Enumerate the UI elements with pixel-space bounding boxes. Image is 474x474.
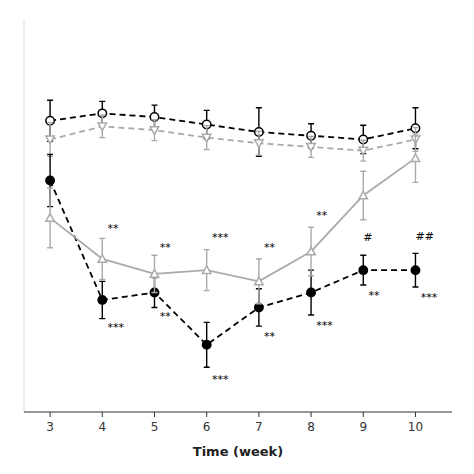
- x-tick: [206, 412, 207, 417]
- x-tick: [311, 412, 312, 417]
- annotation: ***: [421, 291, 438, 304]
- marker: [307, 144, 315, 152]
- x-tick-label: 6: [203, 420, 211, 434]
- x-tick-label: 10: [408, 420, 423, 434]
- x-tick-label: 7: [255, 420, 263, 434]
- marker: [202, 341, 210, 349]
- annotation: **: [160, 241, 172, 254]
- series-line: [50, 181, 415, 345]
- x-tick: [258, 412, 259, 417]
- marker: [359, 191, 367, 199]
- marker: [46, 176, 54, 184]
- marker: [202, 266, 210, 274]
- annotation: **: [108, 222, 120, 235]
- marker: [46, 214, 54, 222]
- series: [46, 154, 420, 367]
- marker: [46, 136, 54, 144]
- plot-area: [46, 100, 420, 367]
- marker: [255, 140, 263, 148]
- x-tick: [50, 412, 51, 417]
- y-range-line: [24, 20, 25, 412]
- series: [46, 115, 420, 161]
- annotation: ##: [415, 230, 433, 243]
- x-tick: [363, 412, 364, 417]
- annotation: **: [264, 241, 276, 254]
- annotation: **: [160, 310, 172, 323]
- x-tick: [154, 412, 155, 417]
- marker: [359, 266, 367, 274]
- x-axis: 3 4 5 6 7 8 9 10: [46, 412, 423, 434]
- marker: [359, 147, 367, 155]
- series: [46, 134, 420, 304]
- marker: [255, 277, 263, 285]
- annotations: ************************#**##***: [108, 209, 438, 386]
- x-axis-label: Time (week): [193, 444, 283, 459]
- series-line: [50, 158, 415, 281]
- marker: [150, 270, 158, 278]
- marker: [98, 255, 106, 263]
- marker: [307, 288, 315, 296]
- annotation: #: [363, 231, 372, 244]
- marker: [411, 266, 419, 274]
- annotation: ***: [316, 319, 333, 332]
- marker: [98, 123, 106, 131]
- marker: [98, 296, 106, 304]
- marker: [202, 134, 210, 142]
- marker: [255, 303, 263, 311]
- x-tick-label: 5: [151, 420, 159, 434]
- annotation: **: [264, 330, 276, 343]
- annotation: ***: [212, 231, 229, 244]
- series: [46, 100, 420, 156]
- chart: 345678910Time (week)********************…: [0, 0, 474, 474]
- marker: [307, 247, 315, 255]
- x-tick-label: 9: [359, 420, 367, 434]
- x-tick-label: 3: [46, 420, 54, 434]
- x-axis-line: [24, 411, 452, 412]
- marker: [150, 127, 158, 135]
- annotation: **: [316, 209, 328, 222]
- annotation: ***: [212, 373, 229, 386]
- annotation: **: [368, 289, 380, 302]
- x-tick-label: 8: [307, 420, 315, 434]
- x-tick: [415, 412, 416, 417]
- x-tick-label: 4: [98, 420, 106, 434]
- x-tick: [102, 412, 103, 417]
- marker: [411, 154, 419, 162]
- annotation: ***: [108, 321, 125, 334]
